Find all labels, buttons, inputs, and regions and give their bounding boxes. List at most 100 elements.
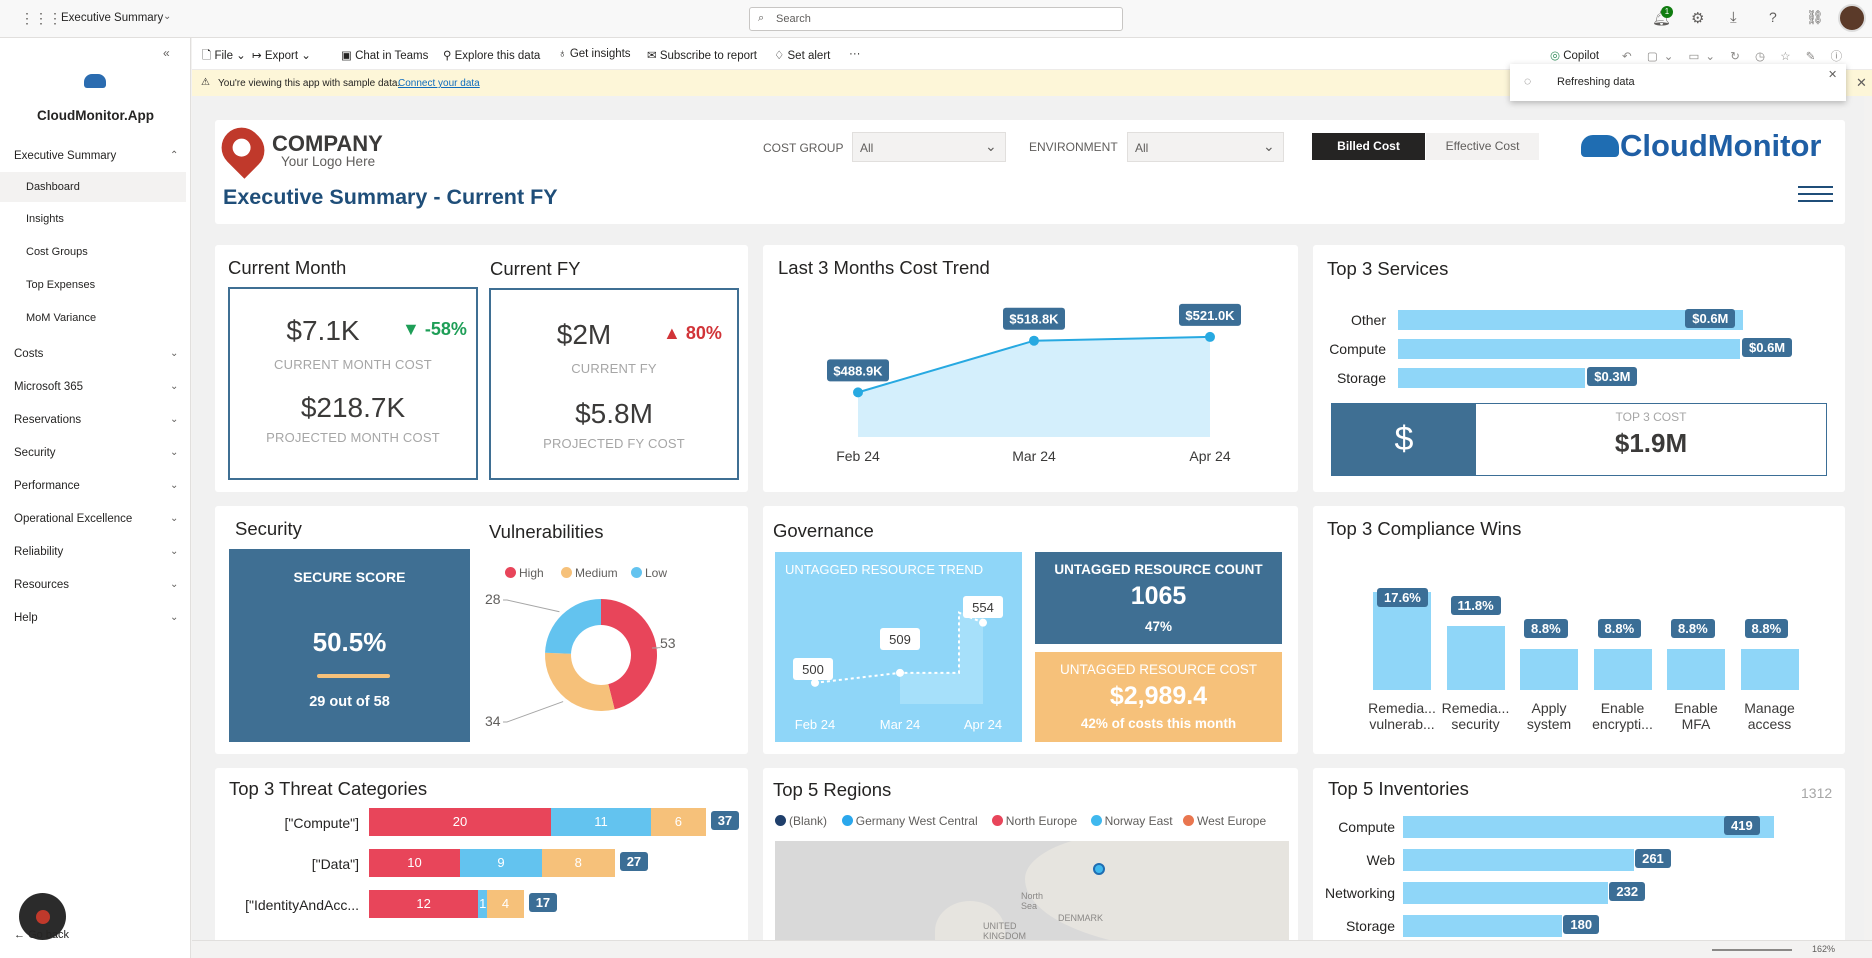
sidebar-item-cost-groups[interactable]: Cost Groups xyxy=(26,246,88,258)
sidebar-section-operational-excellence[interactable]: Operational Excellence ⌄ xyxy=(14,513,189,525)
zoom-level: 162% xyxy=(1812,944,1836,954)
trend-label-text: $488.9K xyxy=(833,363,883,378)
share-icon[interactable]: ⛓ xyxy=(1806,9,1824,25)
trend-x-tick: Mar 24 xyxy=(1012,448,1056,464)
sidebar-section-label: Costs xyxy=(14,348,44,360)
trend-label-text: $521.0K xyxy=(1185,308,1235,323)
app-launcher-icon[interactable]: ⋮⋮⋮ xyxy=(20,10,62,26)
compliance-value-label: 11.8% xyxy=(1450,595,1501,615)
compliance-bar xyxy=(1373,592,1431,690)
sidebar-section-performance[interactable]: Performance ⌄ xyxy=(14,480,189,492)
compliance-category-label: Apply system xyxy=(1526,700,1572,732)
effective-cost-button[interactable]: Effective Cost xyxy=(1426,133,1539,160)
sidebar-item-mom-variance[interactable]: MoM Variance xyxy=(26,312,97,324)
avatar[interactable] xyxy=(1838,4,1866,32)
projected-month-label: PROJECTED MONTH COST xyxy=(266,430,440,445)
untagged-cost-value: $2,989.4 xyxy=(1109,682,1208,710)
trend-x-tick: Apr 24 xyxy=(1189,448,1230,464)
sidebar-section-reliability[interactable]: Reliability ⌄ xyxy=(14,546,189,558)
inventory-category-label: Networking xyxy=(1324,885,1395,901)
legend-swatch xyxy=(775,815,786,826)
legend-label: (Blank) xyxy=(789,814,828,828)
sidebar-section-label: Help xyxy=(14,612,38,624)
legend-item-medium: Medium xyxy=(561,566,618,580)
current-month-cost: $7.1K xyxy=(286,315,360,346)
vulnerabilities-legend: High Medium Low xyxy=(505,566,745,582)
compliance-category-label: Manage access xyxy=(1744,700,1795,732)
compliance-category-label: Remedia... security xyxy=(1441,700,1510,732)
secure-score-detail: 29 out of 58 xyxy=(309,694,390,710)
subscribe-button[interactable]: ✉ Subscribe to report xyxy=(647,48,757,62)
sidebar-section-reservations[interactable]: Reservations ⌄ xyxy=(14,414,189,426)
collapse-icon[interactable]: « xyxy=(163,46,170,60)
compliance-bar xyxy=(1446,625,1505,690)
legend-swatch xyxy=(991,815,1003,826)
sidebar-section-costs[interactable]: Costs ⌄ xyxy=(14,348,189,360)
get-insights-button[interactable]: ♁ Get insights xyxy=(558,48,631,60)
billed-cost-button[interactable]: Billed Cost xyxy=(1312,133,1425,160)
gear-icon[interactable]: ⚙ xyxy=(1691,10,1705,27)
compliance-card: Top 3 Compliance Wins 17.6% Remedia... vu… xyxy=(1313,506,1845,754)
export-menu[interactable]: ↦ Export ⌄ xyxy=(252,50,311,62)
gov-trend-value: 509 xyxy=(889,632,911,647)
legend-label: West Europe xyxy=(1197,814,1267,828)
download-icon[interactable]: ⤓ xyxy=(1730,9,1737,26)
mail-icon: ✉ xyxy=(647,50,660,62)
app-title[interactable]: Executive Summary xyxy=(61,12,164,24)
cost-group-value: All xyxy=(860,141,874,155)
legend-label: Norway East xyxy=(1104,814,1173,828)
file-menu[interactable]: 🗋 File ⌄ xyxy=(202,50,246,62)
sidebar-item-insights[interactable]: Insights xyxy=(26,213,64,225)
regions-map[interactable]: North Sea DENMARK UNITED KINGDOM xyxy=(775,841,1289,940)
sidebar-item-dashboard[interactable]: Dashboard xyxy=(0,172,186,202)
chevron-down-icon: ⌄ xyxy=(170,447,179,458)
service-bar xyxy=(1398,310,1744,330)
chevron-down-icon[interactable]: ⌄ xyxy=(163,11,172,22)
region-marker[interactable] xyxy=(1093,863,1105,875)
explore-data-button[interactable]: ⚲ Explore this data xyxy=(443,48,540,62)
sidebar-section-resources[interactable]: Resources ⌄ xyxy=(14,579,189,591)
environment-dropdown[interactable]: All ⌄ xyxy=(1127,132,1284,162)
inventory-category-label: Compute xyxy=(1338,819,1395,835)
record-button[interactable] xyxy=(19,893,66,940)
regions-legend: (Blank) Germany West Central North Europe N… xyxy=(775,814,1295,830)
sidebar-section-executive-summary[interactable]: Executive Summary ⌃ xyxy=(14,150,189,162)
go-back-link[interactable]: ← Go back xyxy=(14,929,69,941)
compliance-bar xyxy=(1740,648,1799,690)
inventory-category-label: Storage xyxy=(1345,918,1395,934)
chevron-down-icon: ⌄ xyxy=(170,513,179,524)
view-controls[interactable]: ↶ ▢⌄ ▭⌄ ↻ ◷ ☆ ✎ ⓘ xyxy=(1622,51,1849,63)
threat-total-label: 37 xyxy=(710,811,740,830)
threat-segment-high: 10 xyxy=(369,849,460,877)
sidebar-section-help[interactable]: Help ⌄ xyxy=(14,612,189,624)
copilot-button[interactable]: ◎ Copilot xyxy=(1550,48,1599,62)
sidebar-section-microsoft-365[interactable]: Microsoft 365 ⌄ xyxy=(14,381,189,393)
threat-total-label: 17 xyxy=(528,893,558,912)
legend-label: Germany West Central xyxy=(855,814,978,828)
gov-trend-label-bg xyxy=(963,596,1003,618)
more-options-button[interactable]: ··· xyxy=(849,48,861,60)
close-toast-icon[interactable]: ✕ xyxy=(1828,69,1838,81)
cloudmonitor-logo-icon xyxy=(1581,135,1619,157)
cost-group-dropdown[interactable]: All ⌄ xyxy=(852,132,1006,162)
inventories-card: Top 5 Inventories 1312 Compute 419 Web 261 N… xyxy=(1313,768,1845,940)
untagged-trend-chart: 500 Feb 24 509 Mar 24 554 Apr 24 xyxy=(793,596,1003,732)
set-alert-button[interactable]: ♢ Set alert xyxy=(774,48,830,62)
inventory-bar xyxy=(1403,882,1609,904)
connect-data-link[interactable]: Connect your data xyxy=(398,78,480,89)
close-banner-icon[interactable]: ✕ xyxy=(1856,75,1867,90)
zoom-slider[interactable] xyxy=(1712,949,1792,951)
search-input[interactable]: ⌕ Search xyxy=(749,7,1123,31)
chat-in-teams-button[interactable]: ▣ Chat in Teams xyxy=(341,48,428,62)
hamburger-menu-icon[interactable] xyxy=(1798,186,1833,202)
threat-category-label: ["Data"] xyxy=(311,856,359,872)
legend-swatch xyxy=(841,815,853,826)
sidebar-section-security[interactable]: Security ⌄ xyxy=(14,447,189,459)
sidebar-section-label: Resources xyxy=(14,579,69,591)
trend-point xyxy=(853,387,863,398)
map-label-north-sea: North Sea xyxy=(1021,891,1044,911)
sidebar-item-top-expenses[interactable]: Top Expenses xyxy=(26,279,96,291)
help-icon[interactable]: ? xyxy=(1769,9,1777,25)
regions-card: Top 5 Regions (Blank) Germany West Centra… xyxy=(763,768,1298,940)
services-chart: Other $0.6M Compute $0.6M Storage $0.3M xyxy=(1313,245,1845,388)
